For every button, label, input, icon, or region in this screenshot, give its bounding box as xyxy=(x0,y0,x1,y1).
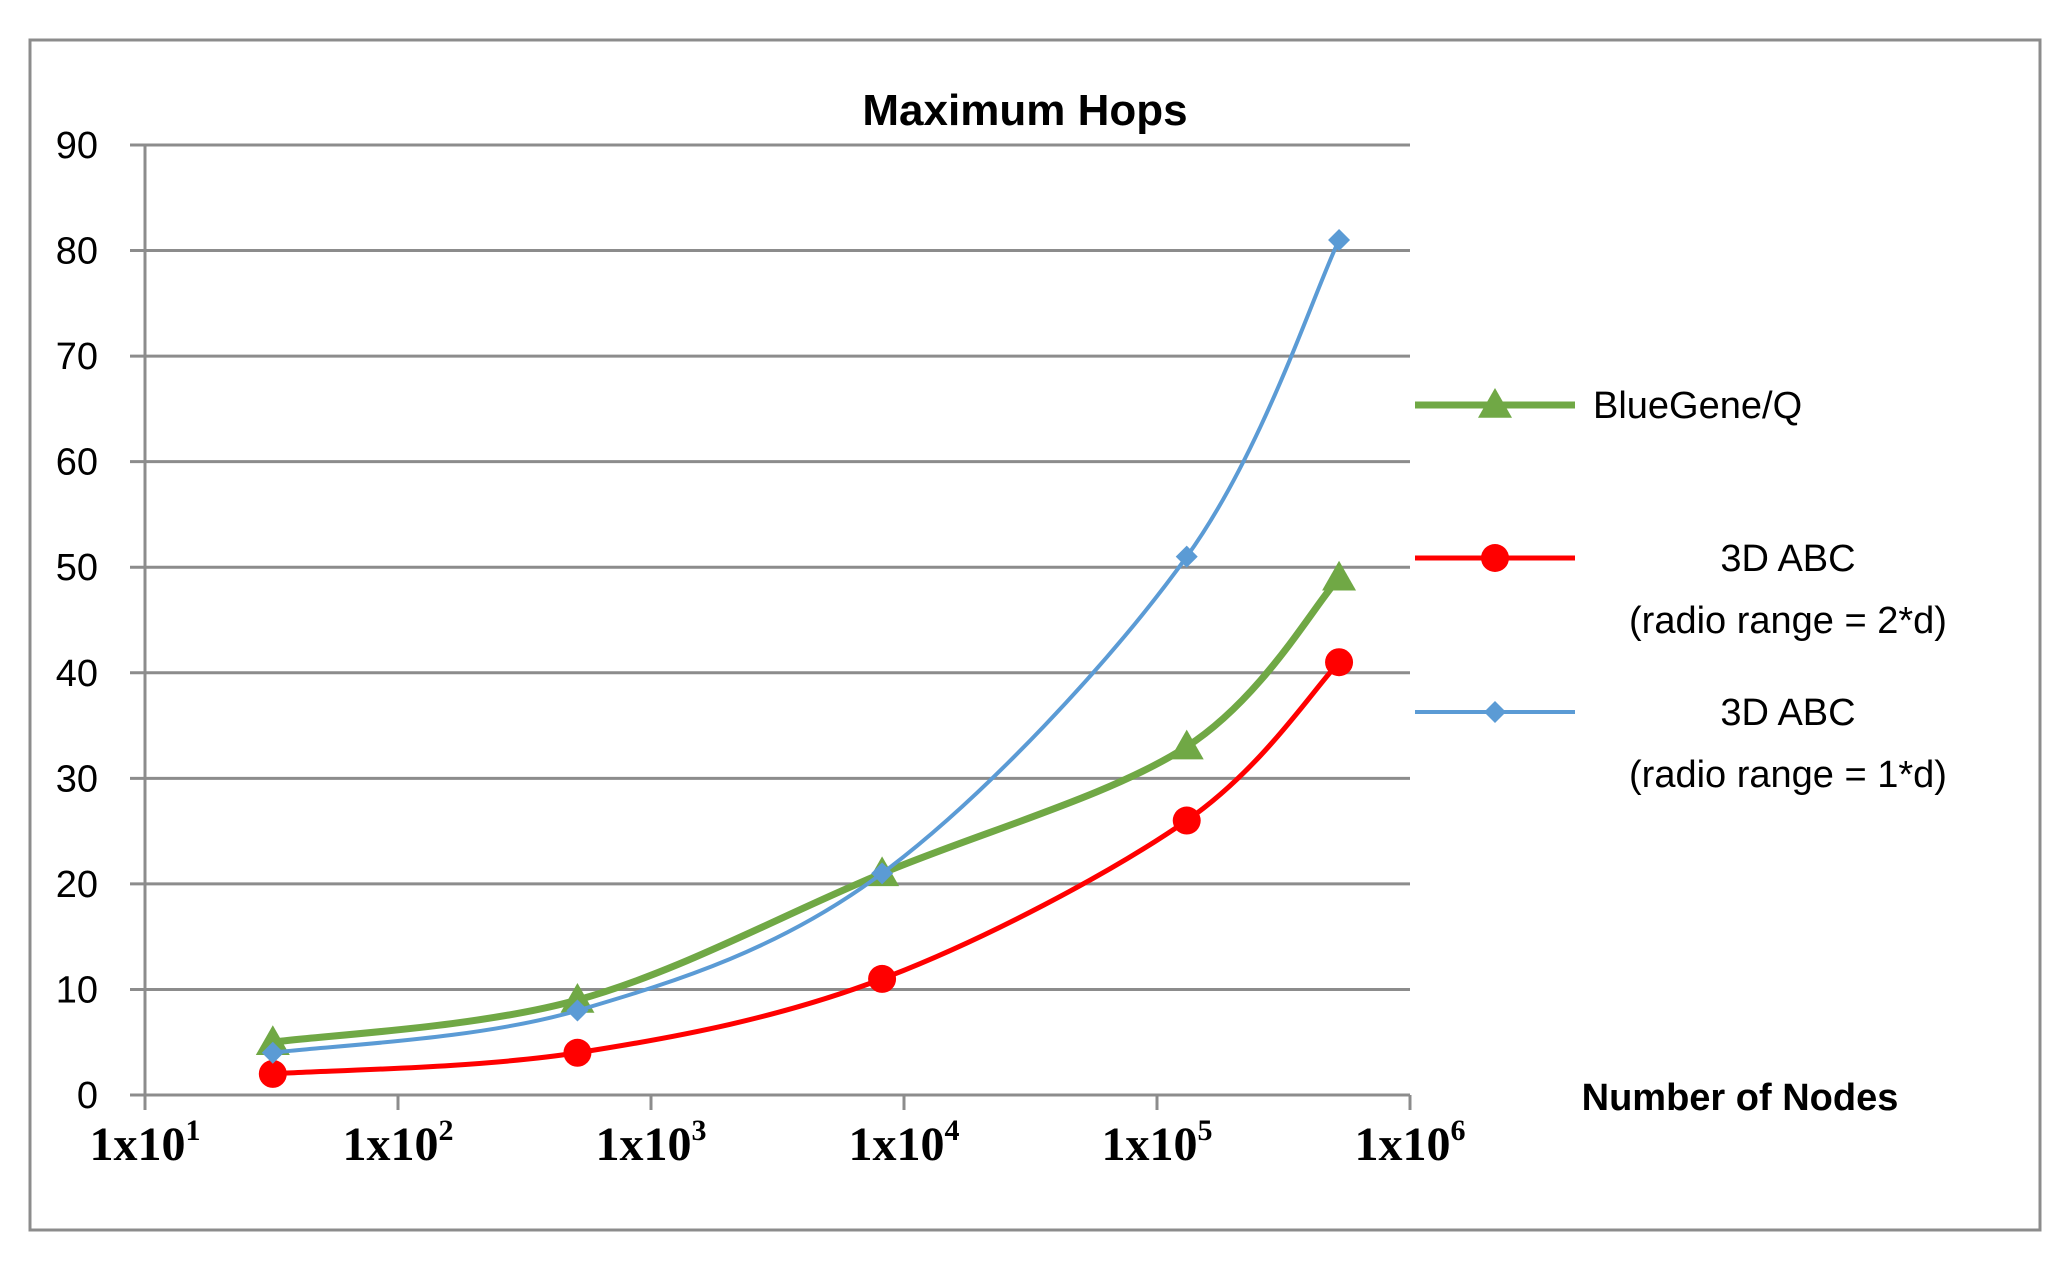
chart-title: Maximum Hops xyxy=(862,86,1187,135)
legend-marker xyxy=(1484,701,1506,723)
series xyxy=(255,229,1357,1088)
data-point xyxy=(255,1025,290,1055)
y-tick-label: 30 xyxy=(56,758,98,800)
y-tick-label: 70 xyxy=(56,336,98,378)
y-tick-label: 50 xyxy=(56,547,98,589)
data-point xyxy=(1325,648,1354,677)
legend-marker xyxy=(1481,544,1509,572)
x-axis-label: Number of Nodes xyxy=(1582,1077,1899,1119)
y-tick-label: 10 xyxy=(56,969,98,1011)
legend-item: 3D ABC (radio range = 2*d) xyxy=(1415,538,1947,642)
data-point xyxy=(1172,806,1201,835)
data-point xyxy=(261,1041,284,1064)
x-tick-label: 1x101 xyxy=(90,1114,201,1171)
data-point xyxy=(560,983,595,1013)
x-tick-label: 1x102 xyxy=(343,1114,454,1171)
data-point xyxy=(871,862,894,885)
y-tick-label: 0 xyxy=(77,1075,98,1117)
y-tick-label: 80 xyxy=(56,231,98,273)
legend: BlueGene/Q3D ABC(radio range = 2*d)3D AB… xyxy=(1415,385,1947,796)
legend-label: BlueGene/Q xyxy=(1593,385,1802,427)
data-point xyxy=(1169,729,1204,760)
legend-item: BlueGene/Q xyxy=(1415,385,1802,427)
y-tick-labels: 0 10 20 30 40 50 60 70 80 90 xyxy=(56,125,98,1117)
legend-label: 3D ABC xyxy=(1720,538,1855,580)
legend-marker xyxy=(1478,388,1512,418)
legend-label: (radio range = 2*d) xyxy=(1629,600,1947,642)
gridlines xyxy=(130,143,1410,991)
x-tick-label: 1x104 xyxy=(849,1114,960,1171)
data-point xyxy=(566,999,589,1022)
x-tick-label: 1x103 xyxy=(596,1114,707,1171)
series-diamond xyxy=(261,229,1351,1064)
x-tick-labels: 1x101 1x102 1x103 1x104 1x105 1x106 xyxy=(90,1114,1466,1171)
legend-item: 3D ABC (radio range = 1*d) xyxy=(1415,692,1947,796)
data-point xyxy=(563,1038,592,1067)
data-point xyxy=(1175,545,1198,568)
y-tick-label: 90 xyxy=(56,125,98,167)
y-tick-label: 20 xyxy=(56,864,98,906)
x-tick-label: 1x106 xyxy=(1355,1114,1466,1171)
y-tick-label: 40 xyxy=(56,653,98,695)
axes xyxy=(130,143,1412,1110)
legend-label: (radio range = 1*d) xyxy=(1629,754,1947,796)
data-point xyxy=(258,1059,287,1088)
y-tick-label: 60 xyxy=(56,442,98,484)
data-point xyxy=(1328,229,1351,251)
data-point xyxy=(1322,560,1357,591)
series-line xyxy=(272,239,1341,1055)
legend-label: 3D ABC xyxy=(1720,692,1855,734)
data-point xyxy=(868,964,897,993)
series-circle xyxy=(258,648,1354,1088)
x-tick-label: 1x105 xyxy=(1102,1114,1213,1171)
